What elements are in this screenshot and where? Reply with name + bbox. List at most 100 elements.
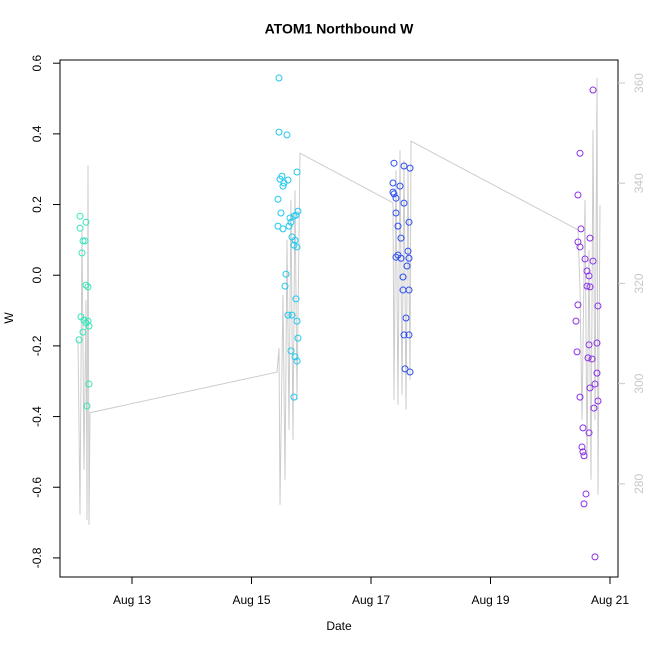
- y2-tick-label: 360: [632, 73, 646, 93]
- point: [406, 164, 414, 172]
- point: [290, 393, 298, 401]
- point: [287, 347, 295, 355]
- point: [292, 295, 300, 303]
- point: [405, 218, 413, 226]
- x-tick-label: Aug 17: [352, 593, 390, 607]
- chart-title: ATOM1 Northbound W: [265, 21, 415, 37]
- point: [588, 355, 596, 363]
- point: [282, 270, 290, 278]
- point: [291, 236, 299, 244]
- point: [401, 365, 409, 373]
- y-tick-label: 0.2: [30, 196, 44, 213]
- point: [590, 404, 598, 412]
- point: [405, 254, 413, 262]
- point: [572, 317, 580, 325]
- point: [279, 182, 287, 190]
- point: [82, 281, 90, 289]
- x-tick-label: Aug 19: [471, 593, 509, 607]
- point: [586, 234, 594, 242]
- point: [584, 354, 592, 362]
- y-axis-label: W: [2, 312, 16, 324]
- series-line: [77, 77, 601, 525]
- point: [578, 443, 586, 451]
- point: [287, 218, 295, 226]
- point: [275, 128, 283, 136]
- point: [585, 429, 593, 437]
- y2-tick-label: 340: [632, 173, 646, 193]
- point: [574, 191, 582, 199]
- point: [580, 452, 588, 460]
- point: [284, 176, 292, 184]
- point: [277, 209, 285, 217]
- point: [403, 262, 411, 270]
- point: [392, 253, 400, 261]
- y2-tick-label: 320: [632, 273, 646, 293]
- point: [576, 243, 584, 251]
- x-tick-label: Aug 13: [113, 593, 151, 607]
- point: [293, 168, 301, 176]
- point: [397, 234, 405, 242]
- point: [84, 317, 92, 325]
- point: [389, 179, 397, 187]
- y-tick-label: 0.0: [30, 267, 44, 284]
- point: [585, 272, 593, 280]
- point: [79, 328, 87, 336]
- point: [83, 402, 91, 410]
- point: [586, 283, 594, 291]
- point: [586, 384, 594, 392]
- point: [576, 149, 584, 157]
- point: [585, 341, 593, 349]
- point: [78, 249, 86, 257]
- y-tick-label: -0.2: [30, 335, 44, 356]
- point: [399, 273, 407, 281]
- x-tick-label: Aug 15: [232, 593, 270, 607]
- point: [293, 357, 301, 365]
- point: [405, 286, 413, 294]
- point: [283, 131, 291, 139]
- point: [594, 302, 602, 310]
- point: [294, 334, 302, 342]
- point: [389, 188, 397, 196]
- point: [286, 214, 294, 222]
- point: [294, 207, 302, 215]
- point: [576, 393, 584, 401]
- point: [581, 255, 589, 263]
- point: [400, 162, 408, 170]
- point: [291, 353, 299, 361]
- point: [396, 182, 404, 190]
- point: [402, 314, 410, 322]
- point: [292, 211, 300, 219]
- point: [85, 322, 93, 330]
- y-tick-label: -0.6: [30, 477, 44, 498]
- point: [274, 195, 282, 203]
- point: [582, 490, 590, 498]
- y2-tick-label: 300: [632, 373, 646, 393]
- point: [583, 282, 591, 290]
- y2-tick-label: 280: [632, 473, 646, 493]
- point: [394, 222, 402, 230]
- point: [75, 336, 83, 344]
- point: [580, 500, 588, 508]
- point: [392, 194, 400, 202]
- point: [392, 209, 400, 217]
- plot-box: [59, 59, 619, 578]
- point: [293, 243, 301, 251]
- point: [593, 369, 601, 377]
- x-tick-label: Aug 21: [591, 593, 629, 607]
- point: [81, 237, 89, 245]
- point: [288, 311, 296, 319]
- point: [574, 301, 582, 309]
- point: [275, 74, 283, 82]
- point: [281, 282, 289, 290]
- point: [390, 159, 398, 167]
- point: [76, 212, 84, 220]
- point: [79, 237, 87, 245]
- point: [594, 397, 602, 405]
- point: [406, 368, 414, 376]
- point: [85, 380, 93, 388]
- point: [279, 225, 287, 233]
- point: [577, 225, 585, 233]
- y-tick-label: 0.4: [30, 125, 44, 142]
- point: [589, 257, 597, 265]
- point: [285, 222, 293, 230]
